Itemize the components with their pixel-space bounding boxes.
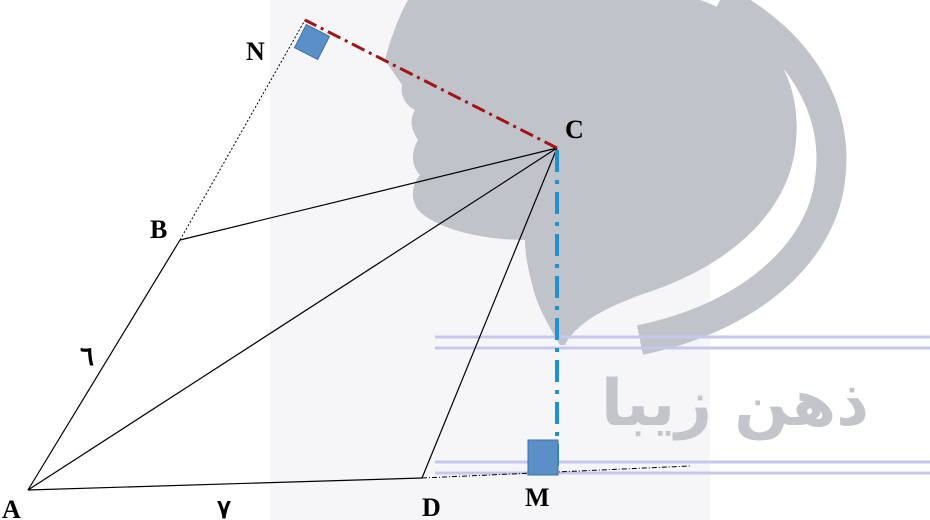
point-label-N: N xyxy=(246,37,265,66)
quadrilateral-ABCD xyxy=(27,147,558,491)
watermark-text: ذهن زیبا xyxy=(601,367,869,441)
point-label-B: B xyxy=(150,215,167,244)
side-length-AB: ٦ xyxy=(80,342,94,371)
segment-AB xyxy=(27,239,181,491)
side-length-AD: ٧ xyxy=(216,495,231,520)
perpendicular-CN xyxy=(304,18,558,150)
point-label-D: D xyxy=(422,493,441,520)
watermark: ذهن زیبا xyxy=(270,0,930,520)
watermark-head-silhouette xyxy=(385,0,797,345)
right-angle-marker-N xyxy=(293,23,331,61)
diagonal-AC xyxy=(27,147,558,491)
segment-BC xyxy=(179,147,558,241)
point-label-C: C xyxy=(565,115,584,144)
point-label-A: A xyxy=(2,495,21,520)
right-angle-marker-M xyxy=(527,439,559,476)
segment-DA xyxy=(27,477,423,491)
point-label-M: M xyxy=(525,483,550,512)
watermark-ring-arc xyxy=(636,0,847,355)
segment-CD xyxy=(421,147,558,479)
